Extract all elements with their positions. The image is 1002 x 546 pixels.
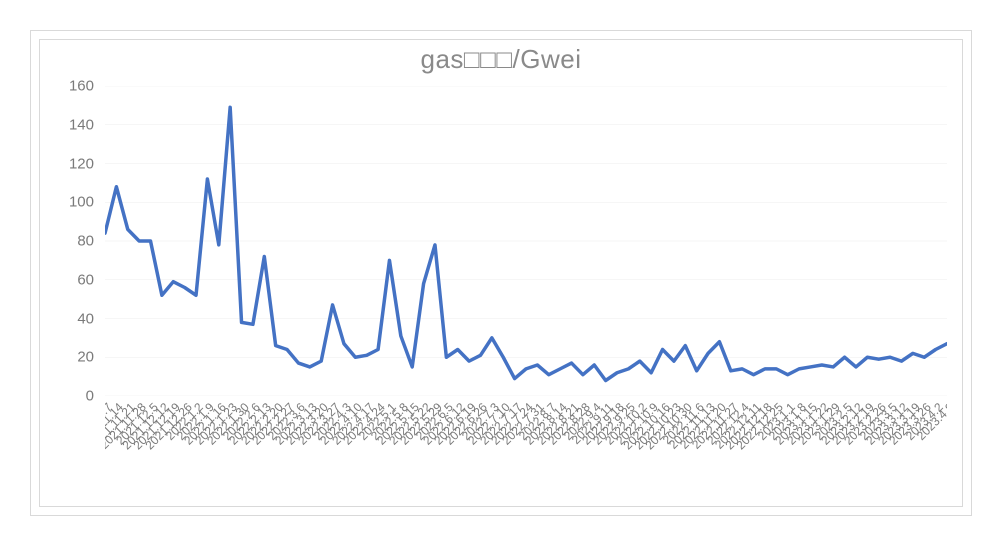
chart-outer-border: gas□□□/Gwei 0 20 40 60 80 100 120 140 160 2021.1… (30, 30, 972, 516)
x-axis-labels: 2021.11.72021.11.142021.11.212021.11.282… (105, 396, 947, 506)
y-tick-label: 120 (69, 155, 94, 172)
y-tick-label: 160 (69, 78, 94, 95)
y-tick-label: 140 (69, 116, 94, 133)
chart-svg (105, 86, 947, 396)
y-tick-label: 100 (69, 194, 94, 211)
y-tick-label: 60 (77, 271, 94, 288)
y-tick-label: 40 (77, 310, 94, 327)
y-tick-label: 0 (86, 388, 94, 405)
series-line (105, 107, 947, 380)
y-tick-label: 20 (77, 349, 94, 366)
chart-title: gas□□□/Gwei (40, 44, 962, 75)
chart-inner-border: gas□□□/Gwei 0 20 40 60 80 100 120 140 160 2021.1… (39, 39, 963, 507)
y-axis-labels: 020406080100120140160 (40, 86, 100, 396)
plot-area (105, 86, 947, 396)
y-tick-label: 80 (77, 233, 94, 250)
